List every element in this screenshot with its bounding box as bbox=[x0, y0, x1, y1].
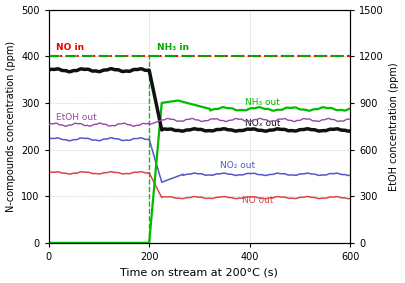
Y-axis label: EtOH concentration (ppm): EtOH concentration (ppm) bbox=[390, 62, 399, 190]
Text: NO out: NO out bbox=[242, 196, 274, 205]
Text: NO₂ out: NO₂ out bbox=[220, 161, 255, 170]
Text: EtOH out: EtOH out bbox=[56, 113, 97, 122]
Text: NO in: NO in bbox=[56, 43, 84, 52]
Text: NH₃ in: NH₃ in bbox=[157, 43, 189, 52]
Y-axis label: N-compounds concentration (ppm): N-compounds concentration (ppm) bbox=[6, 41, 15, 212]
Text: NOₓ out: NOₓ out bbox=[245, 119, 280, 128]
X-axis label: Time on stream at 200°C (s): Time on stream at 200°C (s) bbox=[121, 267, 278, 277]
Text: NH₃ out: NH₃ out bbox=[245, 98, 279, 107]
